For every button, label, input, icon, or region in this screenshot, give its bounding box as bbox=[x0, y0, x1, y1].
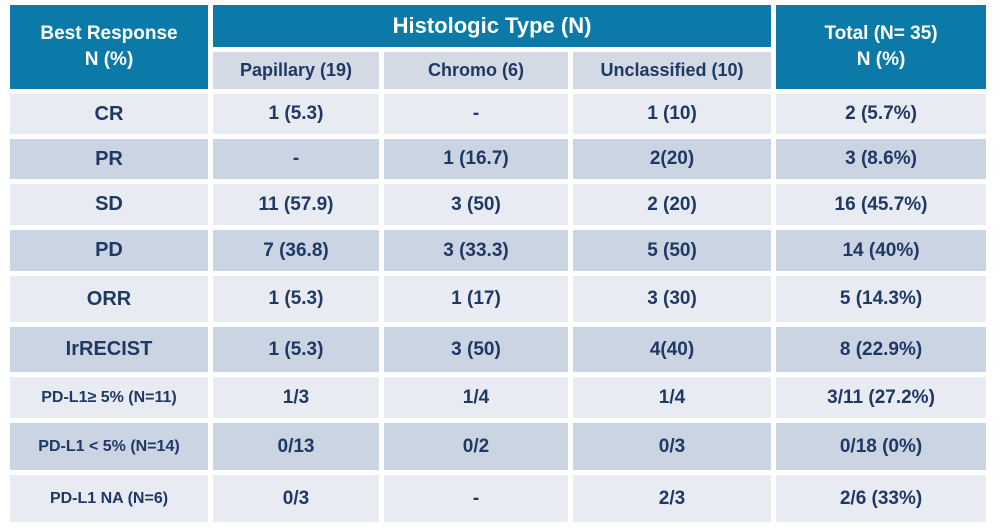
cell-papillary: 1 (5.3) bbox=[213, 276, 379, 322]
cell-unclassified: 1/4 bbox=[573, 377, 772, 418]
cell-total: 0/18 (0%) bbox=[776, 423, 987, 470]
total-header-line1: Total (N= 35) bbox=[824, 23, 938, 45]
cell-chromo: 0/2 bbox=[384, 423, 568, 470]
row-label: PD-L1≥ 5% (N=11) bbox=[10, 377, 208, 418]
table-row-pr: PR - 1 (16.7) 2(20) 3 (8.6%) bbox=[10, 139, 987, 179]
table-row-pdl1-ge5: PD-L1≥ 5% (N=11) 1/3 1/4 1/4 3/11 (27.2%… bbox=[10, 377, 987, 418]
row-label: PD-L1 < 5% (N=14) bbox=[10, 423, 208, 470]
group-header-histologic-type: Histologic Type (N) bbox=[213, 5, 772, 47]
row-label: PD-L1 NA (N=6) bbox=[10, 475, 208, 522]
total-header: Total (N= 35) N (%) bbox=[776, 5, 987, 89]
cell-papillary: 1 (5.3) bbox=[213, 327, 379, 372]
row-label: PD bbox=[10, 230, 208, 271]
cell-total: 2/6 (33%) bbox=[776, 475, 987, 522]
cell-chromo: 3 (33.3) bbox=[384, 230, 568, 271]
corner-header-line1: Best Response bbox=[40, 23, 178, 45]
table-row-pdl1-lt5: PD-L1 < 5% (N=14) 0/13 0/2 0/3 0/18 (0%) bbox=[10, 423, 987, 470]
cell-chromo: - bbox=[384, 475, 568, 522]
cell-unclassified: 3 (30) bbox=[573, 276, 772, 322]
cell-unclassified: 2(20) bbox=[573, 139, 772, 179]
cell-unclassified: 2/3 bbox=[573, 475, 772, 522]
cell-total: 8 (22.9%) bbox=[776, 327, 987, 372]
cell-unclassified: 0/3 bbox=[573, 423, 772, 470]
table-row-cr: CR 1 (5.3) - 1 (10) 2 (5.7%) bbox=[10, 94, 987, 134]
cell-unclassified: 4(40) bbox=[573, 327, 772, 372]
cell-papillary: 1/3 bbox=[213, 377, 379, 418]
table-row-sd: SD 11 (57.9) 3 (50) 2 (20) 16 (45.7%) bbox=[10, 184, 987, 225]
table-row-irrecist: IrRECIST 1 (5.3) 3 (50) 4(40) 8 (22.9%) bbox=[10, 327, 987, 372]
row-label: CR bbox=[10, 94, 208, 134]
cell-total: 2 (5.7%) bbox=[776, 94, 987, 134]
row-label: ORR bbox=[10, 276, 208, 322]
cell-chromo: 1 (16.7) bbox=[384, 139, 568, 179]
corner-header-best-response: Best Response N (%) bbox=[10, 5, 208, 89]
row-label: PR bbox=[10, 139, 208, 179]
cell-total: 3 (8.6%) bbox=[776, 139, 987, 179]
cell-total: 14 (40%) bbox=[776, 230, 987, 271]
col-header-papillary: Papillary (19) bbox=[213, 52, 379, 89]
cell-total: 5 (14.3%) bbox=[776, 276, 987, 322]
cell-total: 3/11 (27.2%) bbox=[776, 377, 987, 418]
row-label: SD bbox=[10, 184, 208, 225]
cell-papillary: 0/3 bbox=[213, 475, 379, 522]
cell-unclassified: 1 (10) bbox=[573, 94, 772, 134]
cell-papillary: 7 (36.8) bbox=[213, 230, 379, 271]
cell-papillary: 1 (5.3) bbox=[213, 94, 379, 134]
cell-total: 16 (45.7%) bbox=[776, 184, 987, 225]
table-row-pd: PD 7 (36.8) 3 (33.3) 5 (50) 14 (40%) bbox=[10, 230, 987, 271]
table-row-orr: ORR 1 (5.3) 1 (17) 3 (30) 5 (14.3%) bbox=[10, 276, 987, 322]
cell-papillary: 11 (57.9) bbox=[213, 184, 379, 225]
cell-chromo: 1 (17) bbox=[384, 276, 568, 322]
cell-chromo: 3 (50) bbox=[384, 327, 568, 372]
cell-unclassified: 2 (20) bbox=[573, 184, 772, 225]
col-header-chromo: Chromo (6) bbox=[384, 52, 568, 89]
table-row-pdl1-na: PD-L1 NA (N=6) 0/3 - 2/3 2/6 (33%) bbox=[10, 475, 987, 522]
cell-papillary: 0/13 bbox=[213, 423, 379, 470]
corner-header-line2: N (%) bbox=[84, 49, 134, 70]
cell-papillary: - bbox=[213, 139, 379, 179]
total-header-line2: N (%) bbox=[856, 49, 906, 70]
col-header-unclassified: Unclassified (10) bbox=[573, 52, 772, 89]
row-label: IrRECIST bbox=[10, 327, 208, 372]
cell-chromo: - bbox=[384, 94, 568, 134]
cell-unclassified: 5 (50) bbox=[573, 230, 772, 271]
best-response-table: Best Response N (%) Histologic Type (N) … bbox=[5, 0, 991, 527]
cell-chromo: 3 (50) bbox=[384, 184, 568, 225]
cell-chromo: 1/4 bbox=[384, 377, 568, 418]
